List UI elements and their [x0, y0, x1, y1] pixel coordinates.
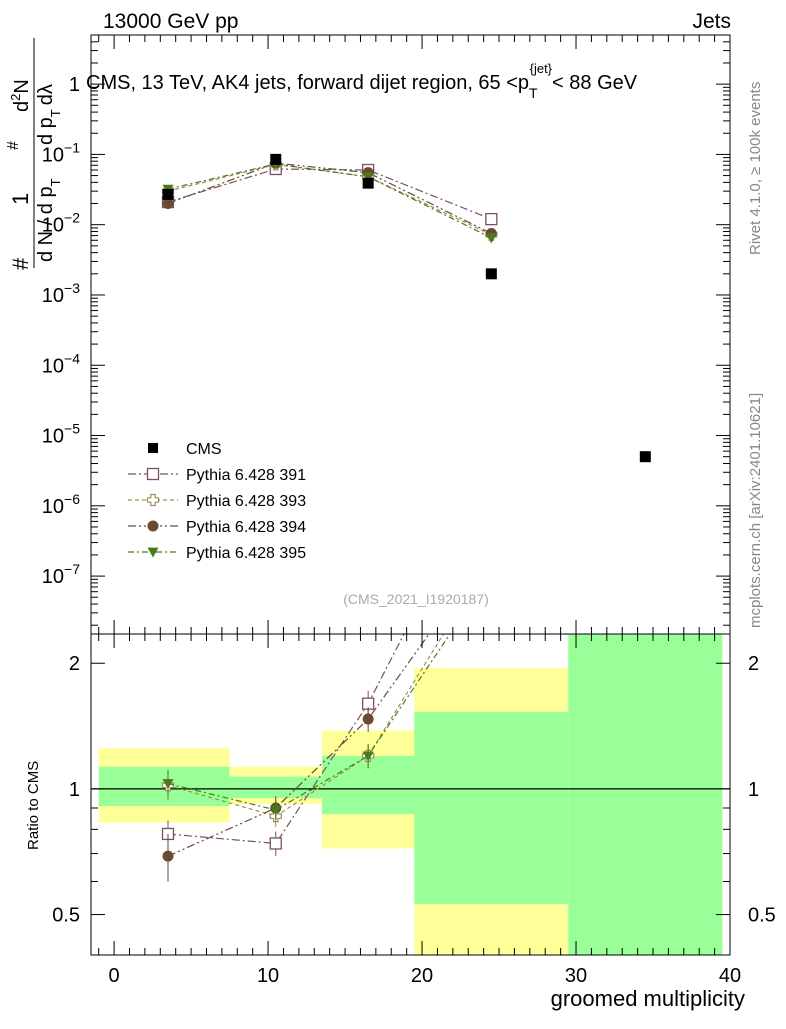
ylabel-sym-b: # — [5, 141, 22, 150]
header-jets-label: Jets — [692, 10, 731, 33]
y-tick-label-main: 10−3 — [42, 280, 80, 307]
y-tick-label-ratio: 0.5 — [52, 905, 80, 927]
x-tick-label: 40 — [719, 965, 741, 987]
marker-circle — [162, 198, 174, 210]
ratio-y-axis-label: Ratio to CMS — [25, 761, 42, 850]
data-point-cms — [270, 153, 282, 165]
marker-triangle — [362, 172, 374, 183]
ylabel-sym-a: # — [8, 257, 33, 270]
marker-triangle — [147, 547, 159, 558]
legend: CMS Pythia 6.428 391 Pythia 6.428 393 Pythi… — [128, 441, 306, 562]
chart-title: CMS, 13 TeV, AK4 jets, forward dijet reg… — [86, 61, 638, 101]
mcplots-label: mcplots.cern.ch [arXiv:2401.10621] — [747, 393, 764, 628]
series-line-main — [167, 168, 492, 220]
marker-triangle — [162, 779, 174, 790]
ylabel-num2: d2N — [8, 79, 33, 112]
ratio-band-green — [229, 776, 322, 799]
series-line-ratio — [167, 634, 405, 845]
data-point-cms — [162, 188, 174, 200]
y-tick-label-main: 10−7 — [42, 561, 80, 588]
data-point-cms — [639, 451, 651, 463]
y-tick-label-main: 10−1 — [42, 139, 80, 166]
legend-label: CMS — [186, 441, 222, 458]
ratio-band-green — [414, 711, 569, 904]
legend-label: Pythia 6.428 393 — [186, 493, 306, 510]
ratio-clipped — [91, 634, 730, 882]
series-line-ratio — [167, 634, 445, 817]
chart-title-sup: {jet} — [530, 61, 553, 76]
series-line-main — [167, 163, 492, 239]
x-tick-label: 10 — [257, 965, 279, 987]
y-tick-label-main: 10−5 — [42, 421, 80, 448]
marker-open-square — [146, 467, 160, 481]
y-tick-label-main: 10−2 — [42, 210, 80, 237]
chart-title-suffix: < 88 GeV — [552, 72, 638, 94]
series-line-ratio — [167, 634, 451, 811]
y-tick-label-ratio-right: 0.5 — [748, 905, 776, 927]
legend-label: Pythia 6.428 395 — [186, 545, 306, 562]
chart-title-prefix: CMS, 13 TeV, AK4 jets, forward dijet reg… — [86, 72, 529, 94]
analysis-id-label: (CMS_2021_I1920187) — [343, 591, 489, 607]
ratio-panel-content — [91, 634, 730, 882]
x-tick-label: 30 — [565, 965, 587, 987]
x-tick-label: 0 — [109, 965, 120, 987]
rivet-label: Rivet 4.1.0, ≥ 100k events — [747, 82, 764, 255]
marker-open-square — [485, 212, 498, 226]
ratio-panel-frame — [90, 633, 731, 956]
main-y-axis-label: # 1 d N / d pT d2N # d pTdλ — [5, 38, 63, 270]
marker-circle — [362, 713, 374, 725]
marker-square — [148, 443, 158, 453]
x-tick-label: 20 — [411, 965, 433, 987]
header-energy-label: 13000 GeV pp — [103, 10, 238, 33]
main-panel-content — [161, 153, 651, 463]
marker-triangle — [362, 751, 374, 762]
series-line-main — [167, 163, 492, 236]
marker-triangle — [485, 233, 497, 244]
legend-label: Pythia 6.428 394 — [186, 519, 306, 536]
y-tick-label-ratio: 1 — [69, 779, 80, 801]
marker-open-cross — [146, 493, 160, 507]
y-tick-label-main: 10−4 — [42, 350, 80, 377]
data-point-cms — [485, 268, 497, 280]
ylabel-den2: d pTdλ — [35, 84, 63, 145]
marker-circle — [162, 850, 174, 862]
legend-label: Pythia 6.428 391 — [186, 467, 306, 484]
marker-open-square — [269, 837, 282, 850]
ratio-band-green — [568, 634, 723, 955]
y-tick-label-ratio-right: 2 — [748, 653, 759, 675]
ylabel-den1: d N / d pT — [35, 178, 63, 262]
series-line-main — [167, 162, 492, 235]
y-tick-label-main: 10−6 — [42, 491, 80, 518]
y-tick-label-ratio: 2 — [69, 653, 80, 675]
y-tick-label-main: 1 — [69, 74, 80, 96]
data-point-cms — [362, 177, 374, 189]
ylabel-one: 1 — [8, 193, 33, 205]
marker-triangle — [270, 805, 282, 816]
x-axis-label: groomed multiplicity — [551, 986, 745, 1011]
chart-title-sub: T — [529, 85, 538, 101]
marker-circle — [147, 520, 159, 532]
ratio-uncertainty-bands — [98, 634, 723, 955]
series-line-ratio — [167, 634, 430, 857]
y-tick-label-ratio-right: 1 — [748, 779, 759, 801]
